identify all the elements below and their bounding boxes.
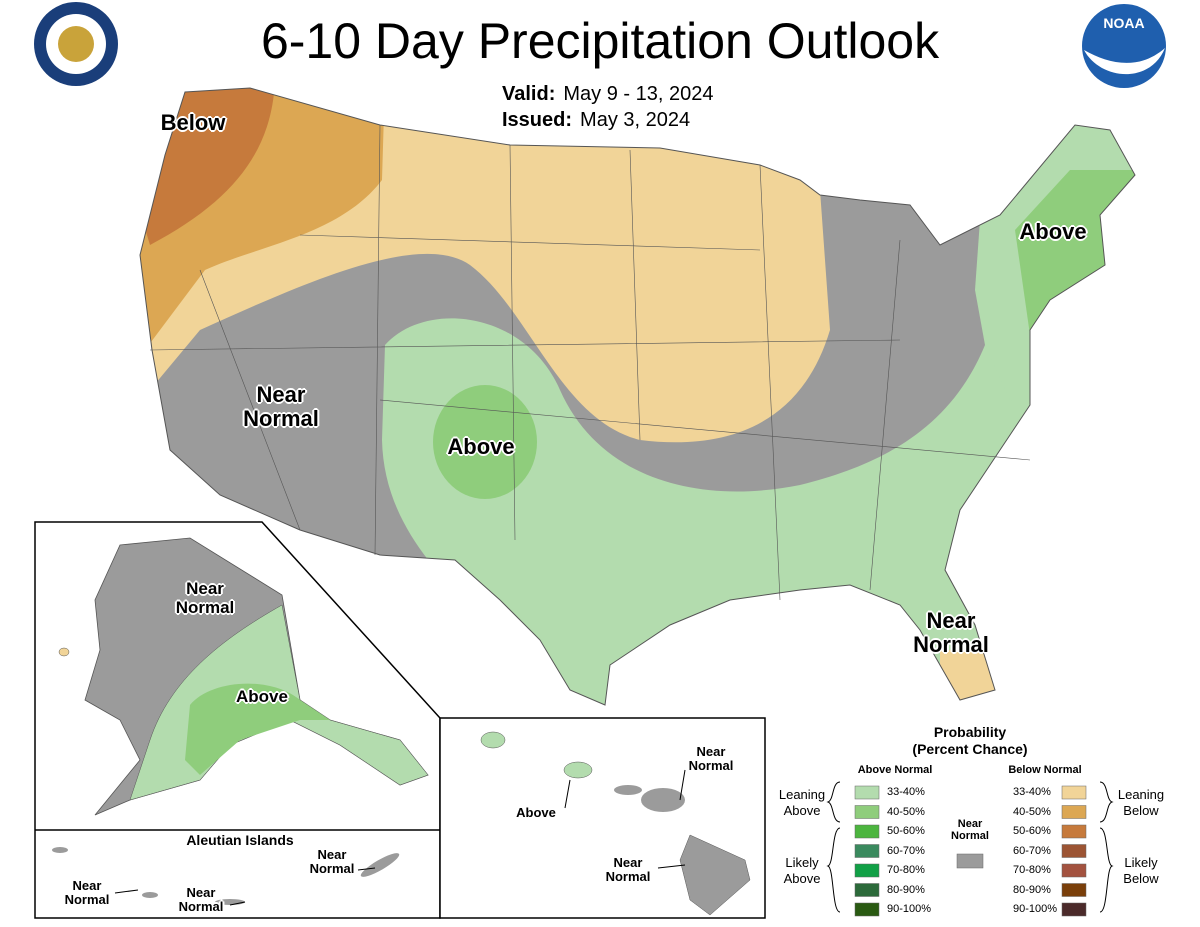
legend-swatch	[956, 853, 984, 869]
legend-swatch	[854, 863, 880, 878]
legend-swatch	[1061, 863, 1087, 878]
legend-swatch-label: 50-60%	[1013, 825, 1051, 837]
legend-group: Likely Below	[1123, 855, 1159, 887]
legend-swatch	[854, 785, 880, 800]
issued-date: May 3, 2024	[580, 109, 691, 131]
map-label: Below	[160, 110, 226, 135]
legend-swatch-label: 60-70%	[1013, 844, 1051, 857]
aleutian-label: Near Normal	[178, 885, 224, 915]
legend-swatch-label: 60-70%	[887, 844, 925, 857]
legend-swatch-label: 70-80%	[887, 864, 925, 876]
legend-swatch	[1061, 824, 1087, 839]
aleutian-title: Aleutian Islands	[186, 832, 294, 848]
map-label: Near Normal	[243, 382, 319, 432]
legend-swatch-label: 90-100%	[1013, 903, 1058, 915]
legend-above-header: Above Normal	[857, 764, 933, 776]
legend-swatch	[854, 883, 880, 897]
hawaii-label: Above	[516, 805, 556, 820]
legend-swatch-label: 50-60%	[887, 825, 925, 837]
issued: Issued: May 3, 2024	[502, 109, 690, 132]
legend-group: Leaning Below	[1117, 787, 1165, 819]
legend-group: Leaning Above	[778, 787, 826, 819]
legend-swatch	[1061, 902, 1087, 917]
legend-swatch-label: 90-100%	[887, 903, 932, 915]
alaska-label: Near Normal	[175, 579, 235, 617]
legend-swatch	[1061, 883, 1087, 897]
legend-subtitle: (Percent Chance)	[912, 741, 1028, 757]
aleutian-label: Near Normal	[64, 878, 110, 908]
legend-swatch-label: 80-90%	[1013, 883, 1051, 896]
map-label: Above	[447, 434, 515, 459]
legend-near-header: Near Normal	[951, 818, 989, 842]
legend-swatch	[854, 844, 880, 858]
legend-swatch-label: 33-40%	[887, 786, 925, 798]
legend-swatch	[1061, 805, 1087, 819]
issued-label: Issued:	[502, 109, 573, 131]
title: 6-10 Day Precipitation Outlook	[260, 13, 940, 69]
legend-swatch-label: 80-90%	[887, 883, 925, 896]
legend-swatch-label: 70-80%	[1013, 864, 1051, 876]
legend-swatch-label: 40-50%	[887, 805, 925, 818]
legend-swatch	[854, 902, 880, 917]
aleutian-label: Near Normal	[309, 847, 355, 877]
legend-swatch-label: 40-50%	[1013, 805, 1051, 818]
legend-title: Probability	[933, 724, 1007, 740]
legend-swatch	[1061, 844, 1087, 858]
legend-group: Likely Above	[783, 855, 821, 887]
map-label: Near Normal	[913, 608, 989, 658]
map-label: Above	[1019, 219, 1087, 244]
legend-swatch	[1061, 785, 1087, 800]
noaa-logo-text: NOAA	[1103, 15, 1144, 31]
hawaii-label: Near Normal	[688, 744, 734, 774]
valid-dates: May 9 - 13, 2024	[563, 83, 714, 105]
legend-below-header: Below Normal	[1008, 764, 1082, 776]
legend-swatch-label: 33-40%	[1013, 786, 1051, 798]
legend-swatch	[854, 805, 880, 819]
valid: Valid: May 9 - 13, 2024	[502, 83, 713, 106]
hawaii-label: Near Normal	[605, 855, 651, 885]
alaska-label: Above	[236, 687, 288, 706]
legend-swatch	[854, 824, 880, 839]
valid-label: Valid:	[502, 83, 556, 105]
